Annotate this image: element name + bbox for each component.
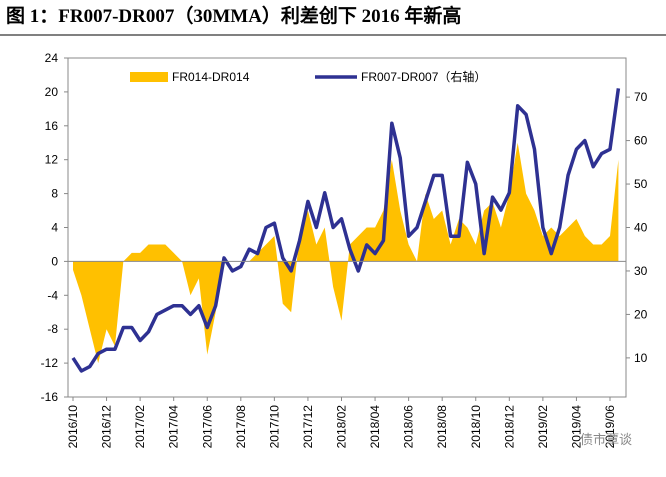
x-tick-label: 2017/12 bbox=[301, 405, 315, 449]
watermark: 债市覃谈 bbox=[580, 432, 632, 447]
y-tick-label: -4 bbox=[47, 288, 58, 302]
y2-tick-label: 40 bbox=[634, 221, 648, 235]
y-tick-label: 24 bbox=[45, 51, 59, 65]
y-tick-label: -16 bbox=[41, 390, 59, 404]
x-tick-label: 2019/04 bbox=[569, 405, 583, 449]
x-tick-label: 2019/06 bbox=[603, 405, 617, 449]
x-tick-label: 2018/04 bbox=[368, 405, 382, 449]
x-tick-label: 2018/08 bbox=[435, 405, 449, 449]
y-tick-label: 20 bbox=[45, 85, 59, 99]
x-tick-label: 2018/12 bbox=[502, 405, 516, 449]
y2-tick-label: 30 bbox=[634, 264, 648, 278]
y-tick-label: 4 bbox=[51, 221, 58, 235]
y-tick-label: 16 bbox=[45, 119, 59, 133]
legend-label: FR014-DR014 bbox=[172, 70, 250, 84]
x-tick-label: 2018/02 bbox=[335, 405, 349, 449]
x-tick-label: 2016/10 bbox=[66, 405, 80, 449]
legend-swatch bbox=[130, 72, 168, 82]
x-tick-label: 2016/12 bbox=[100, 405, 114, 449]
x-tick-label: 2017/08 bbox=[234, 405, 248, 449]
x-tick-label: 2017/04 bbox=[167, 405, 181, 449]
y-tick-label: 0 bbox=[51, 254, 58, 268]
x-tick-label: 2017/06 bbox=[200, 405, 214, 449]
y2-tick-label: 50 bbox=[634, 177, 648, 191]
y-tick-label: 8 bbox=[51, 187, 58, 201]
x-tick-label: 2018/06 bbox=[402, 405, 416, 449]
y2-tick-label: 10 bbox=[634, 351, 648, 365]
y2-tick-label: 60 bbox=[634, 134, 648, 148]
line bbox=[71, 88, 621, 373]
y-tick-label: 12 bbox=[45, 153, 59, 167]
y-tick-label: -8 bbox=[47, 322, 58, 336]
legend-label: FR007-DR007（右轴） bbox=[361, 69, 486, 84]
y2-tick-label: 70 bbox=[634, 90, 648, 104]
area bbox=[73, 142, 619, 364]
chart-title: 图 1：FR007-DR007（30MMA）利差创下 2016 年新高 bbox=[6, 4, 461, 27]
x-tick-label: 2017/10 bbox=[267, 405, 281, 449]
y2-tick-label: 20 bbox=[634, 307, 648, 321]
x-tick-label: 2019/02 bbox=[536, 405, 550, 449]
x-tick-label: 2018/10 bbox=[469, 405, 483, 449]
x-tick-label: 2017/02 bbox=[133, 405, 147, 449]
y-tick-label: -12 bbox=[41, 356, 59, 370]
